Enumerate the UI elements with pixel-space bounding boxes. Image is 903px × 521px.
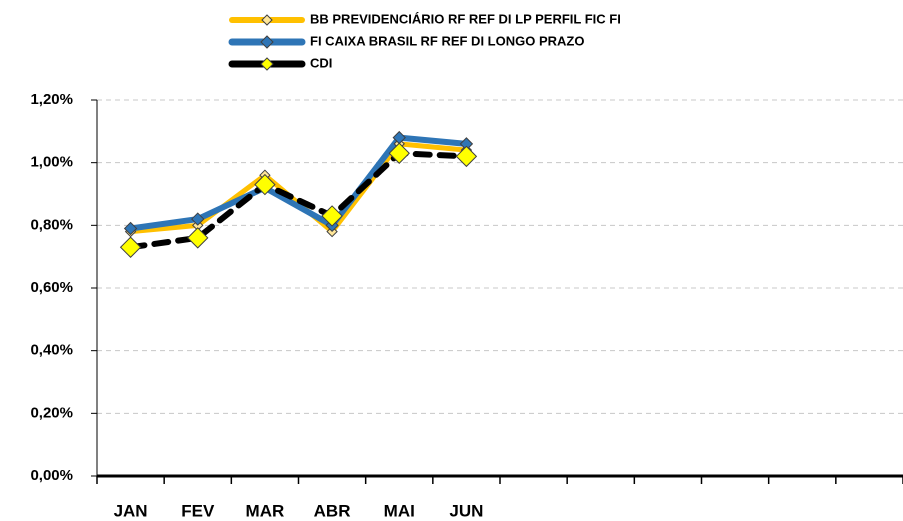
marker (321, 205, 343, 227)
y-tick-label: 0,60% (30, 279, 73, 296)
x-tick-label: FEV (181, 501, 215, 520)
y-tick-label: 1,00% (30, 154, 73, 171)
legend-label: BB PREVIDENCIÁRIO RF REF DI LP PERFIL FI… (310, 11, 621, 26)
y-tick-label: 1,20% (30, 91, 73, 108)
series-line (127, 150, 470, 251)
x-tick-label: JAN (114, 501, 148, 520)
legend-marker (260, 35, 274, 49)
marker (254, 173, 276, 196)
x-tick-label: ABR (314, 501, 351, 520)
marker (119, 236, 142, 258)
x-tick-label: MAR (246, 501, 285, 520)
y-tick-label: 0,00% (30, 467, 73, 484)
legend-marker (260, 57, 274, 71)
marker (187, 227, 209, 249)
legend-marker (261, 14, 273, 26)
legend-label: FI CAIXA BRASIL RF REF DI LONGO PRAZO (310, 33, 584, 48)
legend-label: CDI (310, 55, 332, 70)
series-line (127, 134, 470, 232)
y-tick-label: 0,80% (30, 216, 73, 233)
marker (455, 145, 478, 168)
y-tick-label: 0,20% (30, 404, 73, 421)
x-tick-label: JUN (449, 501, 483, 520)
legend: BB PREVIDENCIÁRIO RF REF DI LP PERFIL FI… (228, 11, 621, 71)
marker (388, 142, 410, 164)
y-tick-label: 0,40% (30, 342, 73, 359)
marker (191, 212, 205, 226)
x-tick-label: MAI (384, 501, 415, 520)
marker (123, 221, 138, 236)
